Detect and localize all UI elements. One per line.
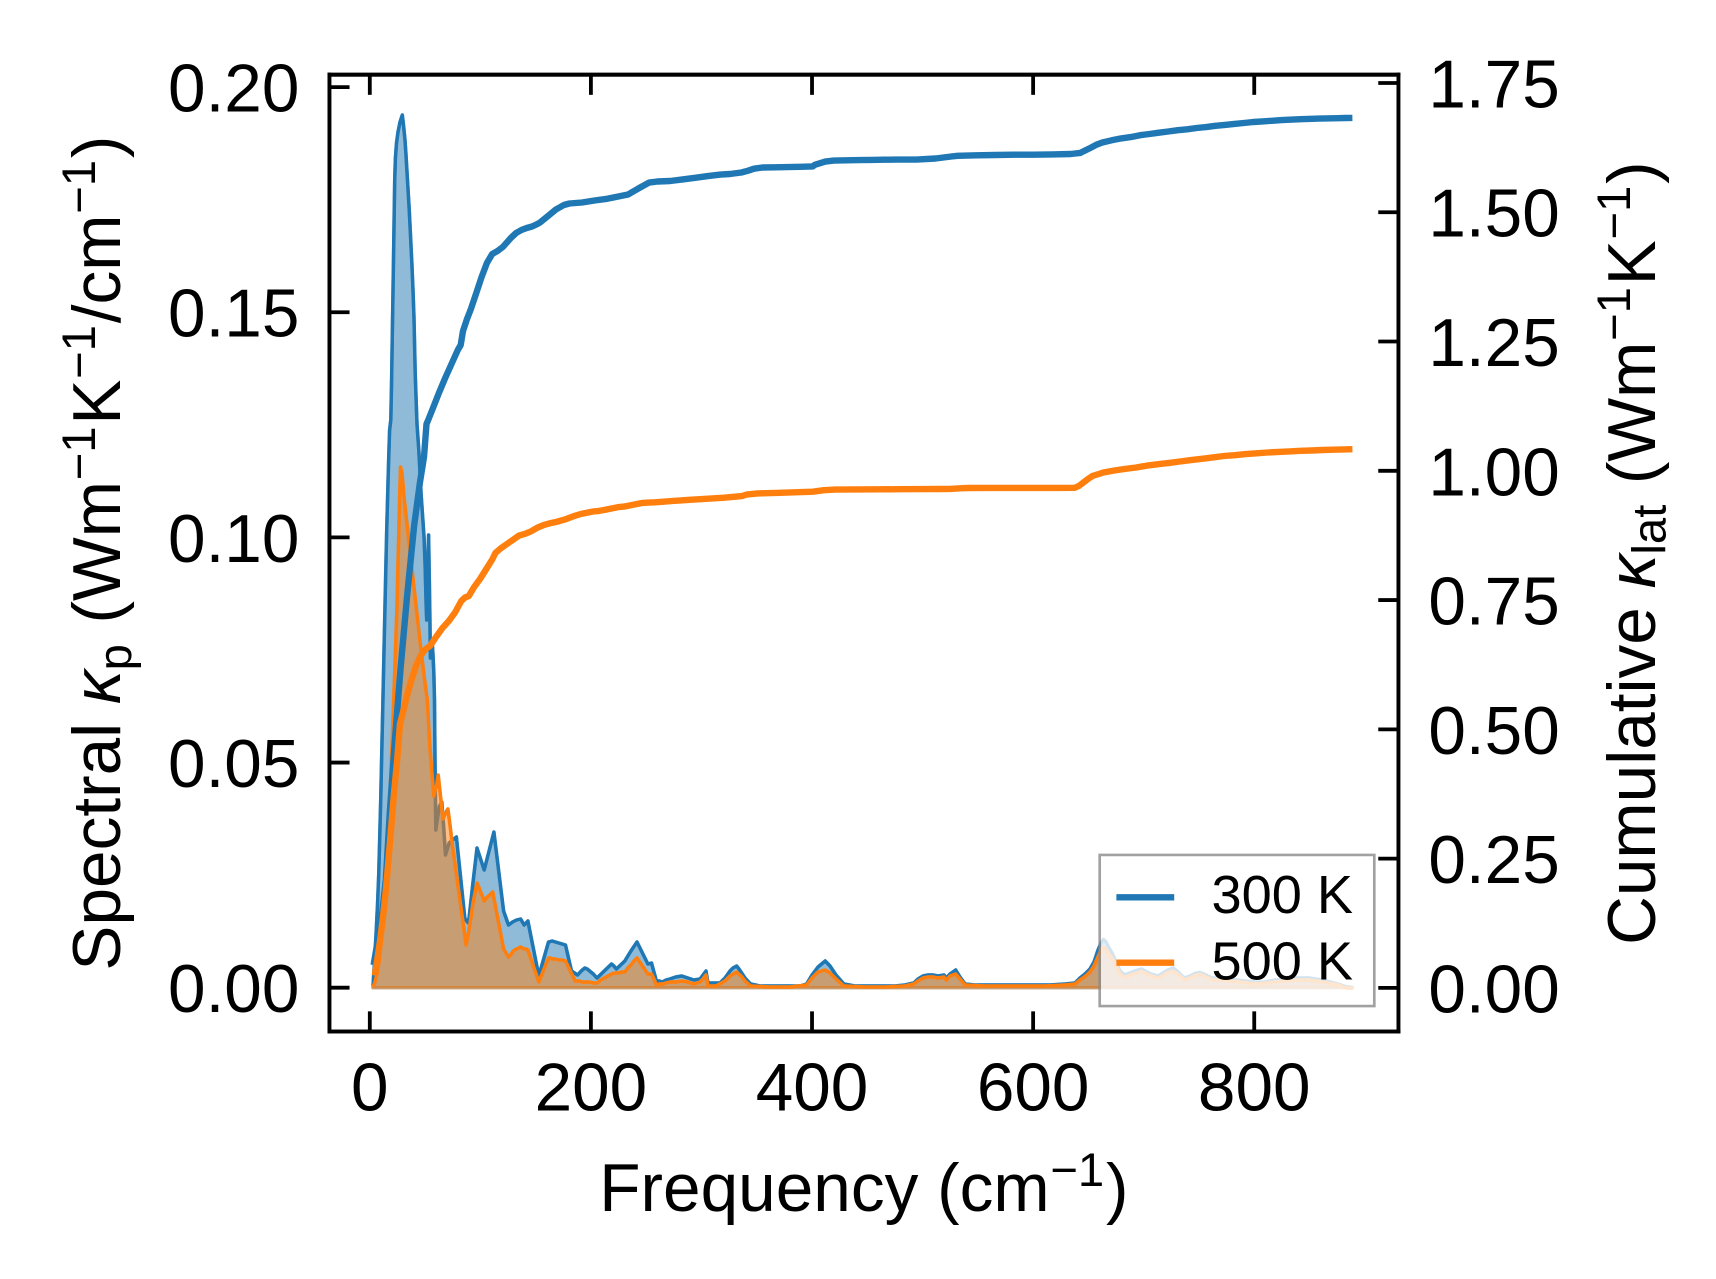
svg-text:1.00: 1.00 <box>1428 435 1559 510</box>
svg-text:0.10: 0.10 <box>168 502 299 577</box>
svg-text:0.00: 0.00 <box>168 952 299 1027</box>
svg-text:0: 0 <box>351 1050 389 1125</box>
svg-text:1.25: 1.25 <box>1428 306 1559 381</box>
svg-text:0.50: 0.50 <box>1428 694 1559 769</box>
svg-text:0.15: 0.15 <box>168 277 299 352</box>
svg-text:500 K: 500 K <box>1212 932 1354 992</box>
svg-text:C u m u: C u m u l a t i v e ( W m K ) κ l a t − … <box>1588 156 1677 945</box>
svg-text:S p e c: S p e c t r a l ( W m K / c m ) κ p − 1 … <box>53 130 142 970</box>
svg-text:0.25: 0.25 <box>1428 823 1559 898</box>
svg-text:F r e q: F r e q u e n c y ( c m ) − 1 <box>599 1144 1134 1226</box>
svg-text:400: 400 <box>756 1050 869 1125</box>
svg-text:1.50: 1.50 <box>1428 177 1559 252</box>
svg-text:0.20: 0.20 <box>168 52 299 127</box>
svg-text:0.05: 0.05 <box>168 727 299 802</box>
svg-text:300 K: 300 K <box>1212 865 1354 925</box>
svg-text:0.00: 0.00 <box>1428 952 1559 1027</box>
svg-text:800: 800 <box>1198 1050 1311 1125</box>
svg-text:200: 200 <box>535 1050 648 1125</box>
svg-text:600: 600 <box>977 1050 1090 1125</box>
svg-text:0.75: 0.75 <box>1428 565 1559 640</box>
svg-text:1.75: 1.75 <box>1428 47 1559 122</box>
